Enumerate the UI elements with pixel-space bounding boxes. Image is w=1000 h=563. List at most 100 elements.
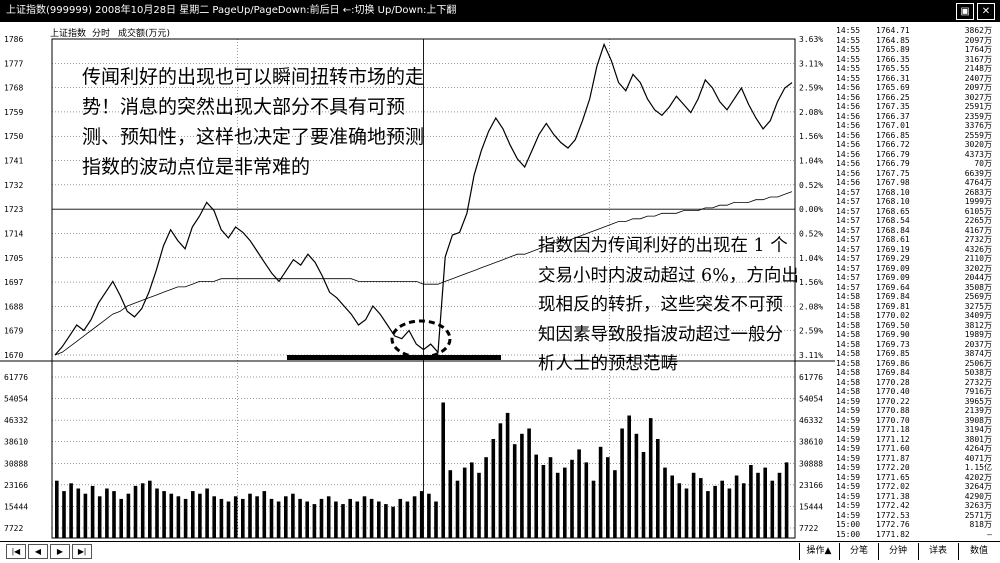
volume-bar	[112, 491, 116, 538]
volume-bar	[749, 465, 753, 538]
nav-prev-button[interactable]: ◀	[28, 544, 48, 559]
tick-time: 14:57	[836, 225, 861, 235]
tick-row: 14:56 1767.35 2591万	[836, 102, 996, 112]
tick-row: 14:57 1768.65 6105万	[836, 207, 996, 217]
tick-list: 14:55 1764.71 3862万 14:55 1764.85 2097万 14:55 1…	[836, 26, 1000, 540]
tick-time: 14:56	[836, 168, 861, 178]
tick-price: 1769.86	[876, 358, 910, 368]
volume-bar	[427, 493, 431, 538]
restore-button[interactable]: ▣	[956, 3, 974, 20]
price-tick-label: 1741	[4, 157, 23, 166]
tick-time: 14:58	[836, 377, 861, 387]
tick-row: 14:58 1769.50 3812万	[836, 321, 996, 331]
volume-bar	[326, 496, 331, 538]
chart-axes: 1786 3.63% 1777 3.11% 1768 2.59% 1759 2.08% 1750…	[4, 35, 823, 533]
volume-tick-label-right: 15444	[799, 502, 823, 511]
volume-bar	[498, 423, 503, 538]
tick-amount: 2732万	[964, 377, 992, 387]
tick-time: 14:59	[836, 434, 861, 444]
tick-time: 14:55	[836, 45, 861, 54]
tick-amount: 2591万	[964, 102, 992, 111]
tick-row: 14:58 1769.85 3874万	[836, 349, 996, 359]
tick-amount: 4326万	[964, 244, 992, 254]
tick-row: 14:59 1772.20 1.15亿	[836, 463, 996, 473]
nav-first-button[interactable]: |◀	[6, 544, 26, 559]
volume-bar	[541, 465, 546, 538]
tick-amount: 3908万	[964, 415, 992, 425]
bottom-tab-0[interactable]: 操作▲	[799, 543, 838, 560]
tick-price: 1769.81	[876, 301, 910, 311]
volume-bar	[334, 501, 338, 538]
bottom-tab-2[interactable]: 分钟	[878, 543, 917, 560]
tick-row: 14:56 1766.85 2559万	[836, 131, 996, 141]
volume-bar	[62, 491, 66, 538]
volume-bar	[148, 480, 152, 538]
volume-bar	[169, 493, 174, 538]
volume-bar	[284, 496, 288, 538]
tick-price: 1768.10	[876, 187, 910, 197]
tick-price: 1771.38	[876, 491, 910, 501]
tick-amount: 3801万	[964, 434, 992, 444]
tick-row: 14:57 1769.64 3508万	[836, 283, 996, 293]
tick-amount: 3965万	[964, 396, 992, 406]
nav-next-button[interactable]: ▶	[50, 544, 70, 559]
tick-time: 14:56	[836, 149, 861, 159]
nav-last-button[interactable]: ▶|	[72, 544, 92, 559]
volume-bar	[677, 483, 682, 538]
tick-amount: 4290万	[964, 491, 992, 501]
price-tick-label: 1786	[4, 35, 23, 44]
price-tick-label: 1759	[4, 108, 23, 117]
volume-bar	[720, 480, 724, 538]
volume-bar	[391, 506, 395, 538]
tick-time: 14:58	[836, 301, 861, 311]
bottom-bar: |◀ ◀ ▶ ▶| 操作▲ 分笔 分钟 详表 数值	[0, 541, 1000, 563]
tick-row: 14:55 1765.55 2148万	[836, 64, 996, 74]
tick-time: 14:56	[836, 102, 861, 111]
volume-bar	[434, 501, 438, 538]
pct-tick-label: 1.04%	[799, 157, 823, 166]
volume-bar	[620, 428, 624, 538]
tick-time: 14:56	[836, 178, 861, 187]
volume-bar	[713, 485, 717, 538]
tick-price: 1768.54	[876, 216, 910, 225]
next-icon: ▶	[56, 547, 64, 556]
tick-amount: 2571万	[964, 510, 992, 520]
tick-amount: 3812万	[964, 320, 992, 330]
tick-time: 14:56	[836, 121, 861, 130]
volume-bar	[341, 504, 345, 538]
tick-price: 1770.88	[876, 406, 910, 415]
tick-row: 14:57 1769.19 4326万	[836, 245, 996, 255]
tick-time: 14:59	[836, 482, 861, 491]
bottom-tab-4[interactable]: 数值	[958, 543, 999, 560]
index-price-line	[54, 42, 793, 356]
pct-tick-label: 0.52%	[799, 181, 823, 190]
close-button[interactable]: ✕	[977, 3, 995, 20]
pct-tick-label: 1.56%	[799, 278, 823, 287]
volume-bar	[606, 457, 610, 538]
tick-price: 1768.10	[876, 197, 910, 206]
volume-bar	[205, 488, 209, 538]
tick-time: 14:56	[836, 140, 861, 149]
volume-bar	[348, 498, 352, 538]
tick-time: 14:59	[836, 415, 861, 425]
pct-tick-label: 1.56%	[799, 132, 823, 141]
tick-amount: 3167万	[964, 54, 992, 64]
tick-time: 14:59	[836, 453, 861, 463]
restore-icon: ▣	[960, 6, 970, 17]
tick-amount: 2044万	[964, 273, 992, 282]
tick-price: 1765.69	[876, 83, 910, 92]
volume-bar	[470, 462, 474, 538]
volume-bar	[613, 470, 617, 538]
bottom-tab-1[interactable]: 分笔	[839, 543, 878, 560]
tick-price: 1764.85	[876, 35, 910, 45]
volume-bar	[763, 467, 767, 538]
tick-price: 1769.90	[876, 330, 910, 339]
volume-bar	[226, 501, 231, 538]
tick-row: 14:56 1766.79 70万	[836, 159, 996, 169]
volume-bar	[741, 483, 746, 538]
tick-price: 1771.12	[876, 434, 910, 444]
bottom-tab-3[interactable]: 详表	[918, 543, 957, 560]
volume-bar	[670, 475, 674, 538]
volume-bar	[520, 433, 524, 538]
chart-markup	[287, 319, 501, 360]
